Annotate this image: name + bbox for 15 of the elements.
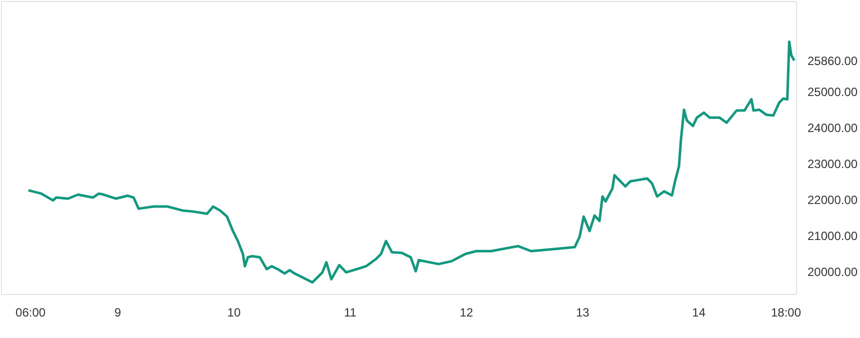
x-tick-label: 11	[344, 306, 357, 320]
x-tick-label: 06:00	[16, 306, 46, 320]
x-tick-label: 18:00	[770, 306, 802, 320]
y-tick-label: 22000.00	[808, 192, 858, 207]
y-tick-label: 21000.00	[808, 228, 858, 243]
x-tick-label: 10	[227, 306, 241, 320]
x-tick-label: 14	[692, 306, 706, 320]
x-tick-label: 13	[576, 306, 590, 320]
y-tick-label: 24000.00	[808, 120, 858, 135]
x-tick-label: 12	[460, 306, 474, 320]
x-tick-label: 9	[114, 306, 122, 320]
y-tick-label: 23000.00	[808, 156, 858, 171]
y-tick-label: 25860.00	[808, 54, 858, 68]
y-tick-label: 25000.00	[808, 84, 858, 99]
y-tick-label: 20000.00	[808, 264, 858, 279]
